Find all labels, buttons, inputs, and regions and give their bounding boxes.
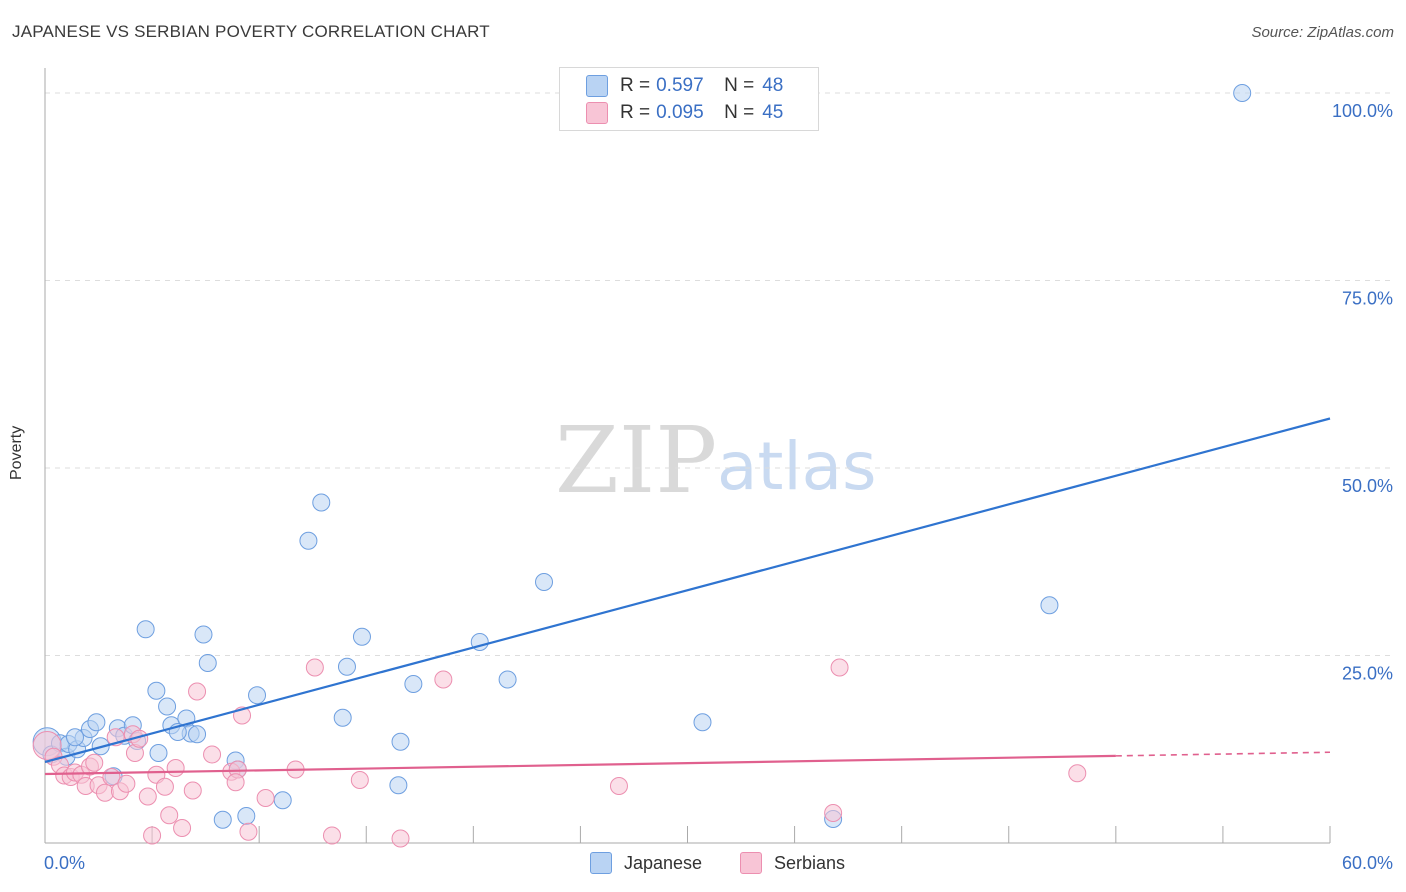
serbian-point: [188, 682, 207, 701]
japanese-point: [273, 791, 292, 810]
japanese-point: [389, 776, 408, 795]
gridlines: [45, 92, 1395, 656]
legend-label-serbians: Serbians: [774, 852, 846, 873]
serbian-point: [95, 783, 114, 802]
legend-r-label: R =: [620, 75, 651, 96]
legend-item-serbians: Serbians: [740, 852, 845, 874]
serbian-point: [322, 826, 341, 845]
legend-row-japanese: R = 0.597 N = 48: [586, 74, 783, 98]
japanese-point: [333, 708, 352, 727]
japanese-point: [237, 807, 256, 825]
serbian-swatch: [586, 102, 608, 124]
legend-row-serbian: R = 0.095 N = 45: [586, 101, 783, 125]
serbian-point: [239, 822, 258, 841]
japanese-point: [404, 675, 423, 693]
serbian-point: [256, 789, 275, 807]
japanese-point: [352, 627, 371, 646]
y-tick-label: 75.0%: [1342, 289, 1393, 309]
serbian-point: [609, 777, 628, 795]
japanese-point: [65, 728, 84, 747]
japanese-point: [194, 625, 213, 644]
correlation-legend: R = 0.597 N = 48 R = 0.095 N = 45: [559, 67, 819, 131]
points: [32, 84, 1252, 848]
serbian-point: [173, 819, 192, 837]
serbian-point: [138, 787, 157, 806]
serbian-point: [350, 771, 369, 789]
japanese-point: [213, 810, 232, 829]
serbian-point: [305, 658, 324, 677]
japanese-point: [299, 531, 318, 550]
japanese-point: [136, 620, 155, 639]
source-label: Source: ZipAtlas.com: [1251, 24, 1394, 41]
legend-n-value: 48: [762, 75, 784, 96]
serbian-point: [166, 759, 185, 777]
serbian-trend-line: [44, 754, 1116, 776]
japanese-point: [248, 686, 267, 705]
japanese-point: [1040, 596, 1059, 615]
japanese-point: [87, 713, 106, 732]
serbian-point: [143, 826, 162, 845]
serbian-point: [155, 777, 174, 796]
serbian-trend-line-extension: [1115, 751, 1331, 757]
series-legend: Japanese Serbians: [0, 852, 1406, 878]
japanese-point: [147, 681, 166, 700]
japanese-point: [312, 493, 331, 512]
y-tick-label: 100.0%: [1332, 101, 1393, 121]
serbian-point: [183, 781, 202, 800]
japanese-point: [149, 744, 168, 762]
watermark-atlas: atlas: [717, 428, 877, 505]
legend-label-japanese: Japanese: [624, 852, 703, 873]
japanese-swatch: [586, 75, 608, 97]
japanese-point: [337, 657, 356, 676]
japanese-point: [198, 654, 217, 672]
serbian-point: [1068, 764, 1087, 783]
japanese-point: [391, 732, 410, 751]
serbian-point: [117, 774, 136, 793]
japanese-point: [1233, 84, 1252, 102]
legend-r-value: 0.095: [656, 102, 704, 123]
serbian-point: [824, 804, 843, 822]
japanese-point: [693, 713, 712, 732]
y-tick-label: 50.0%: [1342, 476, 1393, 496]
serbian-point: [226, 773, 245, 792]
japanese-point: [535, 573, 554, 591]
serbian-point: [391, 829, 410, 848]
legend-n-label: N =: [724, 75, 755, 96]
legend-n-value: 45: [762, 102, 784, 123]
japanese-point: [158, 697, 177, 716]
x-tick-label: 0.0%: [44, 853, 85, 873]
trend-lines: [44, 417, 1331, 776]
legend-n-label: N =: [724, 102, 755, 123]
y-axis-label: Poverty: [8, 425, 25, 480]
serbian-point: [830, 658, 849, 677]
tick-labels: 25.0% 50.0% 75.0% 100.0% 0.0% 60.0%: [44, 101, 1393, 873]
watermark: ZIP atlas: [555, 407, 877, 514]
chart-title: JAPANESE VS SERBIAN POVERTY CORRELATION …: [12, 22, 490, 41]
japanese-trend-line: [44, 417, 1331, 764]
y-tick-label: 25.0%: [1342, 664, 1393, 684]
watermark-zip: ZIP: [555, 407, 717, 514]
japanese-point: [188, 725, 207, 744]
serbian-swatch: [740, 852, 762, 874]
japanese-swatch: [590, 852, 612, 874]
legend-item-japanese: Japanese: [590, 852, 702, 874]
x-tick-label: 60.0%: [1342, 853, 1393, 873]
serbian-point: [434, 670, 453, 689]
serbian-point: [85, 753, 104, 772]
serbian-point: [160, 806, 179, 825]
serbian-point: [203, 745, 222, 764]
legend-r-value: 0.597: [656, 75, 704, 96]
japanese-point: [498, 670, 517, 689]
legend-r-label: R =: [620, 102, 651, 123]
ticks: [44, 826, 1331, 843]
